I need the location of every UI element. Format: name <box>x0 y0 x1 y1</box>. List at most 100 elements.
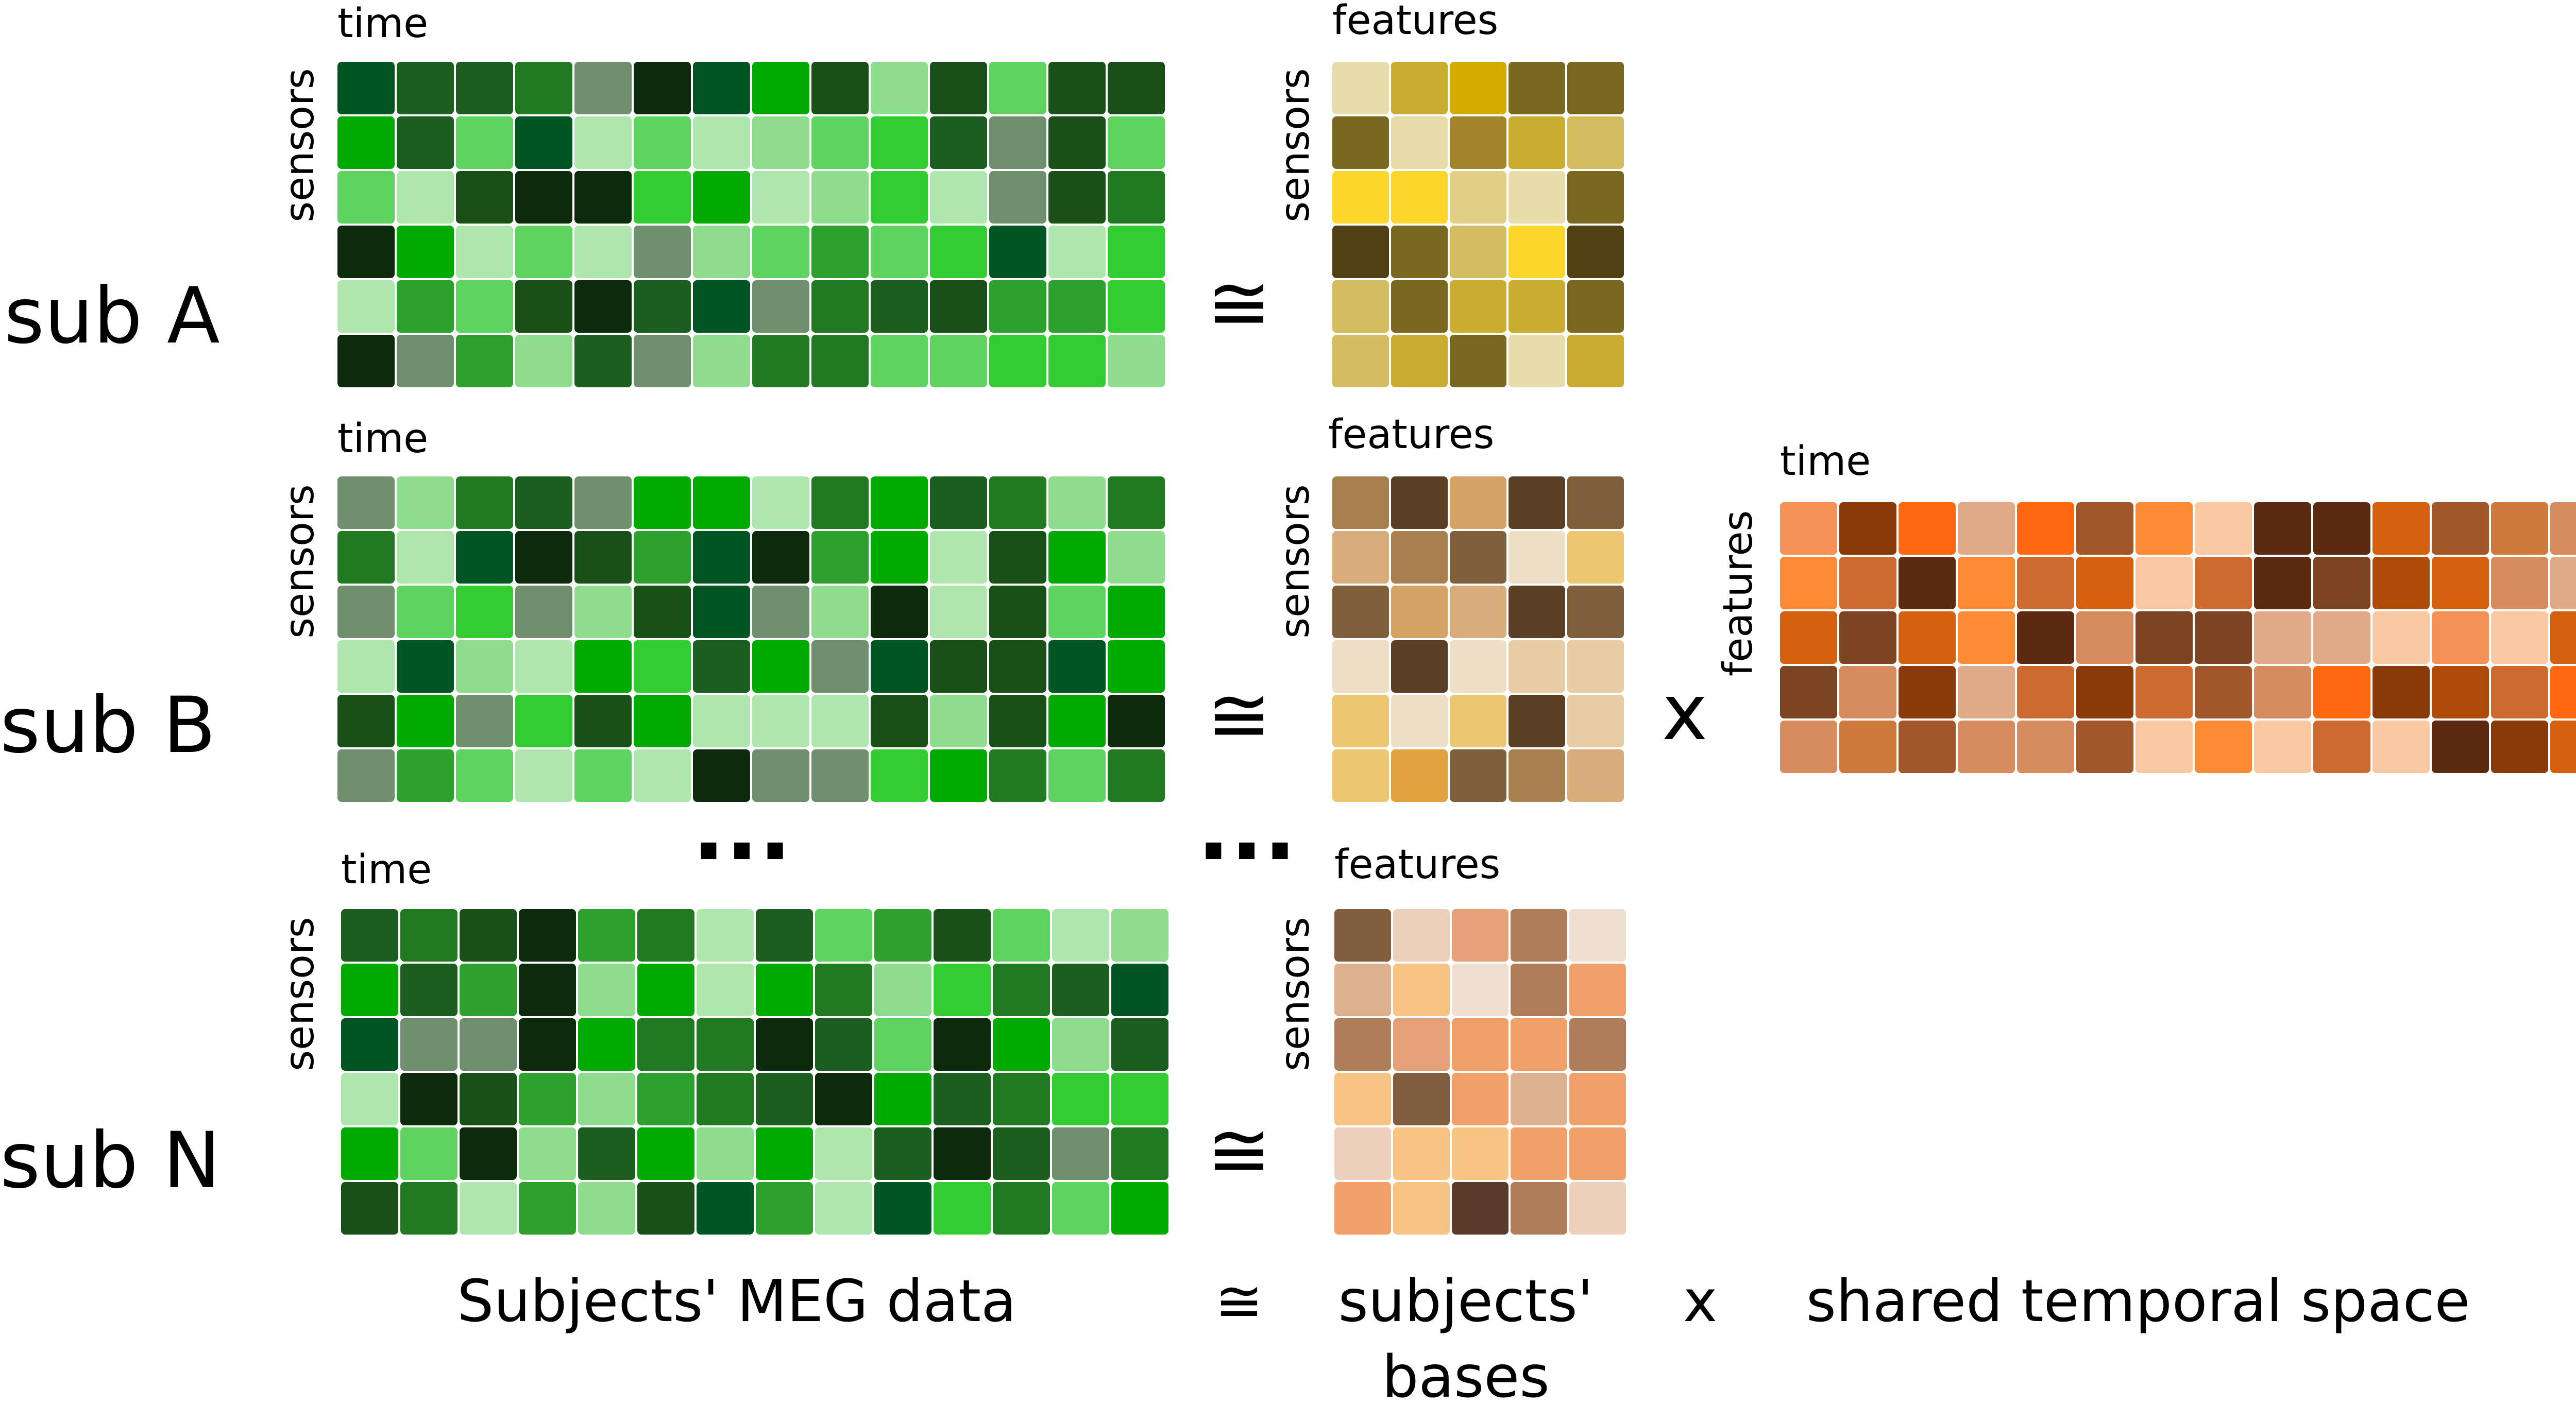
sub-b-data-cell <box>871 640 928 693</box>
shared-cell <box>2372 721 2430 773</box>
sub-n-data-cell <box>519 1073 576 1125</box>
shared-cell <box>1839 557 1896 609</box>
sub-n-data-cell <box>341 1127 398 1180</box>
sub-a-basis-cell <box>1391 335 1448 387</box>
sub-a-data-cell <box>989 62 1046 114</box>
sub-a-basis-cell <box>1509 62 1565 114</box>
sub-n-data-cell <box>460 1018 517 1071</box>
sub-n-data-cell <box>934 1182 991 1235</box>
sub-a-data-cell <box>752 226 809 278</box>
sub-n-data-cell <box>460 1073 517 1125</box>
sub-b-basis-cell <box>1509 695 1565 747</box>
shared-cell <box>2254 721 2311 773</box>
sub-b-data-cell <box>1108 531 1165 584</box>
sub-b-basis-cell <box>1391 531 1448 584</box>
shared-cell <box>2432 502 2489 555</box>
sub-b-basis-cell <box>1509 640 1565 693</box>
sub-n-data-matrix <box>341 909 1168 1235</box>
shared-cell <box>1780 721 1837 773</box>
sub-b-basis-cell <box>1450 749 1506 802</box>
sub-a-data-cell <box>397 335 454 387</box>
sub-n-data-cell <box>874 1182 931 1235</box>
sub-b-basis-cell <box>1567 640 1624 693</box>
sub-b-data-cell <box>871 695 928 747</box>
sub-a-basis-cell <box>1567 280 1624 333</box>
sub-n-basis-matrix <box>1334 909 1626 1235</box>
shared-times-symbol: x <box>1662 668 1708 758</box>
data-ellipsis: ... <box>692 778 792 880</box>
sub-b-basis-cell <box>1450 695 1506 747</box>
sub-b-data-cell <box>1048 695 1106 747</box>
sub-a-basis-cell <box>1332 280 1389 333</box>
sub-b-basis-cell <box>1567 695 1624 747</box>
sub-n-basis-cell <box>1393 1127 1450 1180</box>
sub-n-basis-cell <box>1569 1018 1626 1071</box>
sub-b-data-cell <box>752 476 809 529</box>
sub-a-data-cell <box>1048 335 1106 387</box>
sub-b-data-cell <box>337 640 395 693</box>
sub-b-data-cell <box>1048 476 1106 529</box>
sub-a-data-cell <box>989 116 1046 169</box>
sub-a-data-cell <box>811 171 869 224</box>
sub-a-data-cell <box>871 62 928 114</box>
sub-b-data-cell <box>515 531 572 584</box>
sub-n-data-cell <box>1111 964 1168 1016</box>
sub-n-basis-cell <box>1511 1182 1567 1235</box>
sub-n-features-label: features <box>1334 842 1500 888</box>
sub-b-data-cell <box>1108 640 1165 693</box>
shared-cell <box>1958 666 2015 718</box>
sub-a-basis-cell <box>1391 62 1448 114</box>
sub-b-data-cell <box>397 695 454 747</box>
sub-n-data-cell <box>637 964 694 1016</box>
shared-cell <box>1780 666 1837 718</box>
sub-a-basis-cell <box>1567 335 1624 387</box>
sub-b-data-cell <box>871 476 928 529</box>
sub-n-data-cell <box>341 1018 398 1071</box>
sub-a-basis-cell <box>1509 226 1565 278</box>
sub-b-data-cell <box>337 749 395 802</box>
sub-a-data-cell <box>989 226 1046 278</box>
sub-n-data-cell <box>756 1182 813 1235</box>
sub-b-label: sub B <box>0 681 216 771</box>
sub-b-data-cell <box>397 531 454 584</box>
sub-b-basis-cell <box>1332 476 1389 529</box>
sub-b-data-cell <box>1048 749 1106 802</box>
sub-a-data-cell <box>989 171 1046 224</box>
sub-n-data-cell <box>934 1127 991 1180</box>
sub-n-data-cell <box>1111 1018 1168 1071</box>
shared-cell <box>2254 611 2311 664</box>
sub-n-data-cell <box>1052 1018 1109 1071</box>
shared-cell <box>2195 666 2252 718</box>
sub-n-data-cell <box>874 1127 931 1180</box>
sub-a-basis-cell <box>1567 171 1624 224</box>
sub-n-basis-cell <box>1334 1018 1391 1071</box>
sub-a-data-cell <box>515 280 572 333</box>
sub-b-basis-cell <box>1567 476 1624 529</box>
sub-a-basis-cell <box>1567 116 1624 169</box>
sub-n-data-cell <box>460 964 517 1016</box>
sub-b-basis-cell <box>1332 695 1389 747</box>
sub-b-data-cell <box>989 749 1046 802</box>
sub-n-data-cell <box>1052 1182 1109 1235</box>
shared-cell <box>1780 502 1837 555</box>
sub-a-basis-cell <box>1450 116 1506 169</box>
shared-cell <box>2017 666 2074 718</box>
shared-cell <box>2432 557 2489 609</box>
sub-a-basis-cell <box>1332 335 1389 387</box>
sub-n-data-cell <box>697 964 754 1016</box>
sub-n-time-label: time <box>341 847 432 893</box>
sub-b-basis-matrix <box>1332 476 1624 802</box>
sub-a-data-cell <box>574 116 632 169</box>
sub-b-data-cell <box>989 640 1046 693</box>
sub-a-basis-sensors-label: sensors <box>1272 68 1318 222</box>
sub-a-data-cell <box>1048 171 1106 224</box>
sub-a-basis-cell <box>1332 116 1389 169</box>
sub-b-features-label: features <box>1328 412 1494 458</box>
shared-cell <box>2432 611 2489 664</box>
shared-cell <box>1780 611 1837 664</box>
sub-a-basis-cell <box>1450 280 1506 333</box>
sub-n-basis-cell <box>1511 1073 1567 1125</box>
sub-a-data-matrix <box>337 62 1165 387</box>
sub-b-data-cell <box>1108 476 1165 529</box>
sub-b-data-cell <box>693 749 750 802</box>
